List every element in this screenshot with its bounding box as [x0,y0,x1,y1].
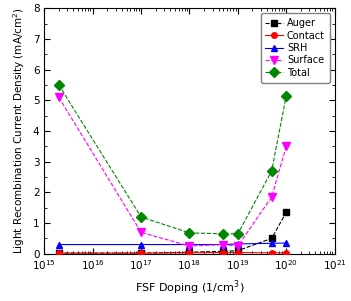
SRH [221,243,225,246]
Surface [139,231,143,234]
Auger [236,249,240,253]
Surface [270,195,274,199]
SRH [236,242,240,246]
SRH [187,243,192,246]
Line: Contact: Contact [56,250,289,256]
Auger [221,250,225,253]
SRH [270,241,274,245]
Total [236,232,240,236]
Contact [221,251,225,254]
SRH [139,243,143,246]
Total [284,94,288,98]
X-axis label: FSF Doping (1/cm$^3$): FSF Doping (1/cm$^3$) [135,278,244,296]
Contact [284,251,288,255]
Auger [139,251,143,255]
Surface [57,95,61,99]
Contact [236,251,240,254]
Total [221,232,225,236]
Surface [187,244,192,248]
Line: Surface: Surface [55,93,290,250]
Auger [270,237,274,240]
Total [57,83,61,87]
Surface [284,144,288,148]
Contact [187,251,192,255]
Contact [139,251,143,255]
Auger [57,251,61,255]
Surface [221,243,225,246]
Contact [270,251,274,255]
Line: Auger: Auger [56,209,289,256]
Total [187,231,192,235]
Surface [236,244,240,248]
Total [139,215,143,219]
SRH [57,243,61,246]
Contact [57,251,61,255]
SRH [284,241,288,245]
Auger [187,250,192,254]
Y-axis label: Light Recombination Current Density (mA/cm$^2$): Light Recombination Current Density (mA/… [12,8,27,254]
Legend: Auger, Contact, SRH, Surface, Total: Auger, Contact, SRH, Surface, Total [261,13,330,83]
Total [270,169,274,173]
Auger [284,210,288,214]
Line: SRH: SRH [55,240,290,248]
Line: Total: Total [55,82,290,237]
